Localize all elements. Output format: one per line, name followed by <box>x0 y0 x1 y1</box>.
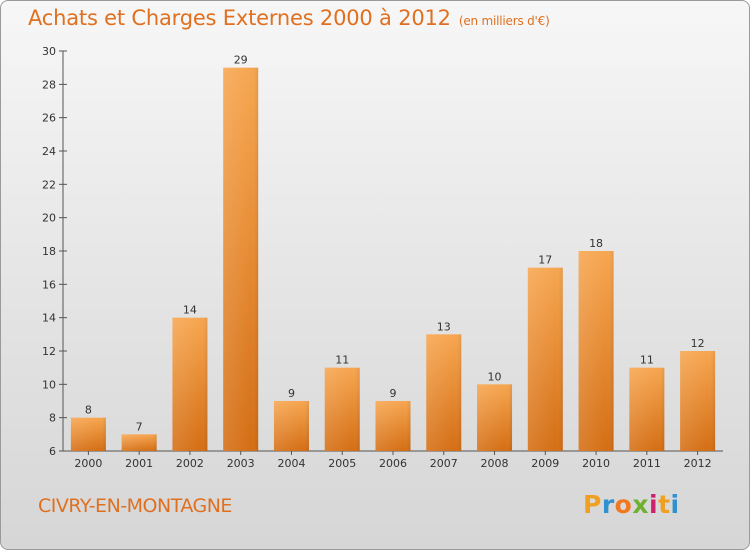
y-tick-label: 22 <box>42 178 56 191</box>
logo-letter: t <box>658 490 671 519</box>
logo-letter: i <box>670 490 680 519</box>
commune-name: CIVRY-EN-MONTAGNE <box>38 495 232 517</box>
chart-labels: 8 2000 7 2001 14 2002 29 2003 9 2004 11 2005 9 2006 13… <box>74 54 711 470</box>
logo-letter: o <box>614 490 633 519</box>
x-tick-label-2006: 2006 <box>379 457 407 470</box>
bar-shade-2005 <box>324 367 360 451</box>
x-tick-label-2000: 2000 <box>74 457 102 470</box>
chart-subtitle: (en milliers d'€) <box>458 14 550 28</box>
bar-shade-2012 <box>680 351 716 451</box>
y-tick-label: 18 <box>42 245 56 258</box>
y-tick-label: 28 <box>42 78 56 91</box>
bar-shade-2006 <box>375 401 411 451</box>
x-tick-label-2008: 2008 <box>481 457 509 470</box>
value-label-2004: 9 <box>288 387 295 400</box>
bar-shade-2002 <box>172 317 208 451</box>
chart-bars <box>70 67 716 452</box>
value-label-2003: 29 <box>234 54 248 67</box>
value-label-2007: 13 <box>437 320 451 333</box>
x-tick-label-2011: 2011 <box>633 457 661 470</box>
y-tick-label: 6 <box>49 445 56 458</box>
y-tick-label: 26 <box>42 112 56 125</box>
bar-shade-2008 <box>477 384 513 451</box>
y-tick-label: 16 <box>42 278 56 291</box>
bar-shade-2003 <box>223 67 259 452</box>
chart-title: Achats et Charges Externes 2000 à 2012 (e… <box>28 6 550 30</box>
logo-letter: x <box>632 490 649 519</box>
x-tick-label-2004: 2004 <box>277 457 305 470</box>
chart-title-text: Achats et Charges Externes 2000 à 2012 <box>28 6 451 30</box>
value-label-2008: 10 <box>488 370 502 383</box>
x-tick-label-2009: 2009 <box>531 457 559 470</box>
x-tick-label-2005: 2005 <box>328 457 356 470</box>
bar-shade-2004 <box>273 401 309 451</box>
bar-shade-2007 <box>426 334 462 451</box>
bar-shade-2010 <box>578 251 614 451</box>
x-tick-label-2012: 2012 <box>684 457 712 470</box>
y-tick-label: 20 <box>42 212 56 225</box>
value-label-2002: 14 <box>183 304 197 317</box>
logo-letter: P <box>583 490 602 519</box>
x-tick-label-2003: 2003 <box>227 457 255 470</box>
value-label-2000: 8 <box>85 404 92 417</box>
y-tick-label: 30 <box>42 45 56 58</box>
value-label-2011: 11 <box>640 354 654 367</box>
y-tick-label: 8 <box>49 412 56 425</box>
y-tick-label: 24 <box>42 145 56 158</box>
y-tick-label: 14 <box>42 312 56 325</box>
value-label-2001: 7 <box>136 420 143 433</box>
x-tick-label-2001: 2001 <box>125 457 153 470</box>
value-label-2006: 9 <box>390 387 397 400</box>
value-label-2010: 18 <box>589 237 603 250</box>
logo-letter: i <box>649 490 659 519</box>
value-label-2009: 17 <box>538 254 552 267</box>
y-tick-label: 12 <box>42 345 56 358</box>
chart-axes: 6 8 10 12 14 16 18 20 22 24 26 28 30 <box>42 45 723 458</box>
value-label-2012: 12 <box>691 337 705 350</box>
bar-shade-2001 <box>121 434 157 451</box>
x-tick-label-2002: 2002 <box>176 457 204 470</box>
x-tick-label-2010: 2010 <box>582 457 610 470</box>
bar-shade-2000 <box>70 417 106 451</box>
y-tick-label: 10 <box>42 378 56 391</box>
value-label-2005: 11 <box>335 354 349 367</box>
logo-letter: r <box>601 490 615 519</box>
x-tick-label-2007: 2007 <box>430 457 458 470</box>
proxiti-logo: Proxiti <box>583 490 680 519</box>
bar-shade-2011 <box>629 367 665 451</box>
bar-shade-2009 <box>527 267 563 451</box>
